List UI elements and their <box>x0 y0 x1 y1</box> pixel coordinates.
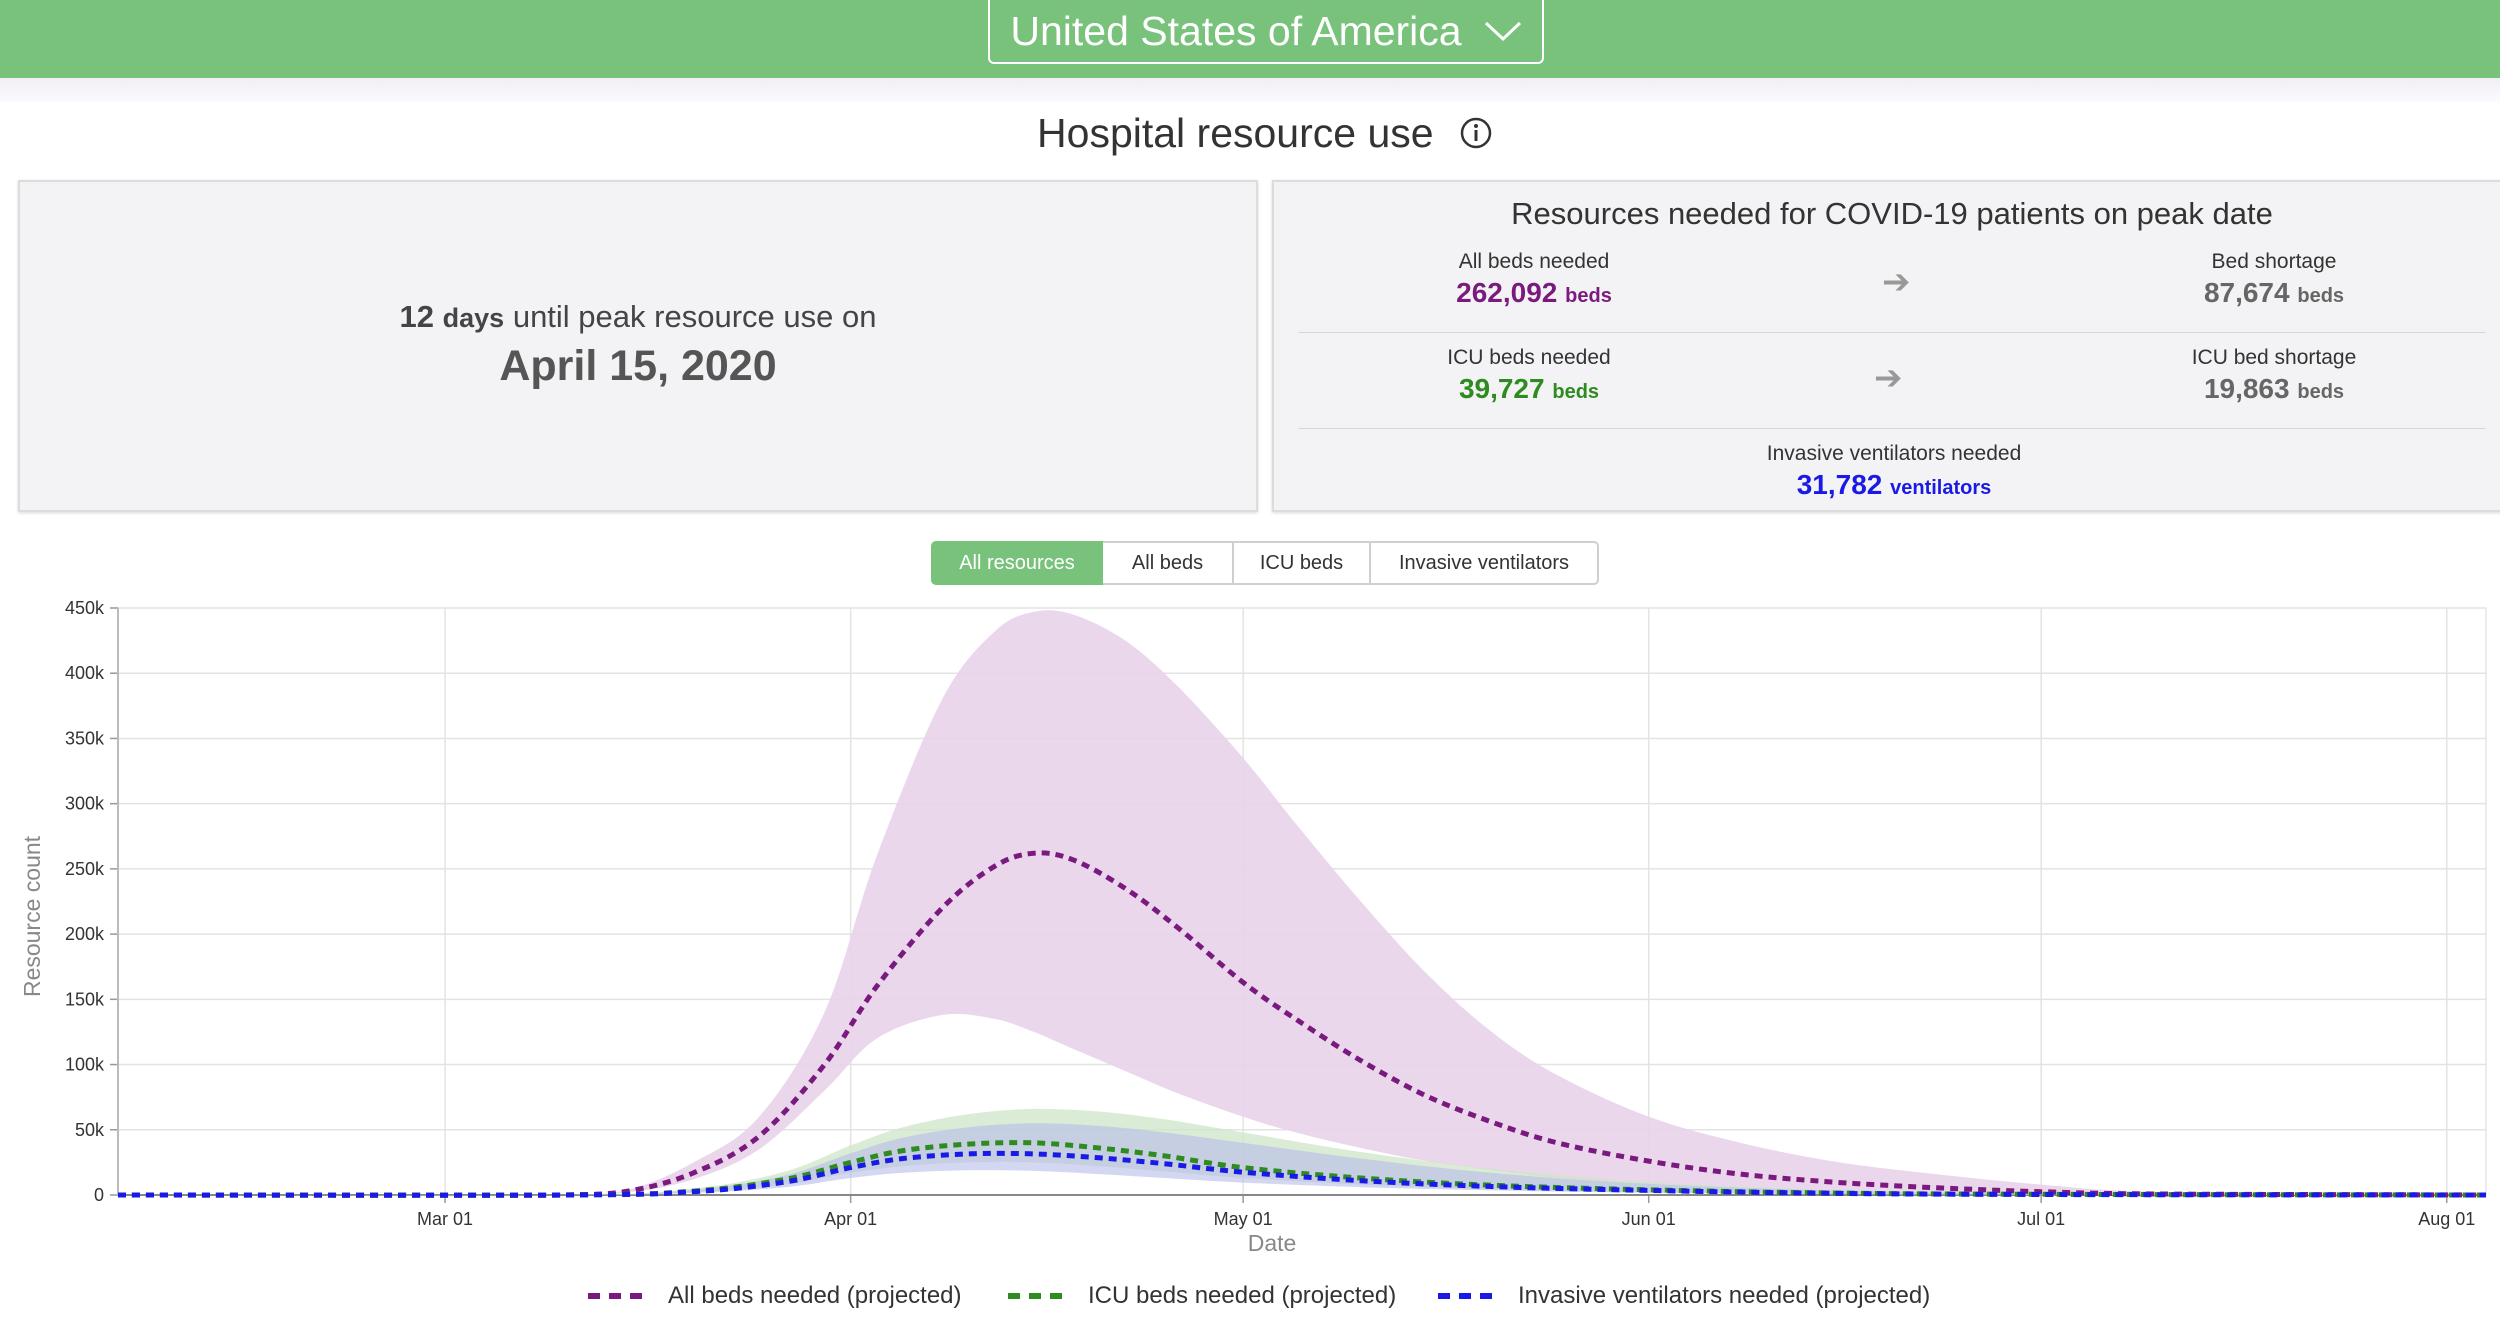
bed-shortage-value-line: 87,674 beds <box>2094 277 2454 309</box>
icu-beds-label: ICU beds needed <box>1447 346 1611 369</box>
legend-label: ICU beds needed (projected) <box>1088 1282 1397 1309</box>
ventilators-needed: Invasive ventilators needed 31,782 venti… <box>1694 442 2094 501</box>
legend-swatch <box>1008 1293 1062 1299</box>
all-beds-value-line: 262,092 beds <box>1354 277 1714 309</box>
resources-divider <box>1298 332 2486 333</box>
header-bar <box>0 0 2500 78</box>
ventilators-value: 31,782 <box>1796 469 1883 500</box>
tab-all-beds[interactable]: All beds <box>1103 541 1234 585</box>
info-icon[interactable] <box>1459 113 1493 160</box>
y-tick-label: 100k <box>65 1055 105 1075</box>
y-tick-label: 200k <box>65 924 105 944</box>
series-line <box>117 1150 2487 1198</box>
legend-swatch <box>1438 1293 1492 1299</box>
legend-label: All beds needed (projected) <box>668 1282 962 1309</box>
icu-shortage-unit: beds <box>2297 381 2345 403</box>
all-beds-value: 262,092 <box>1456 277 1558 308</box>
tab-all-resources[interactable]: All resources <box>931 541 1103 585</box>
legend-item-ventilators[interactable]: Invasive ventilators needed (projected) <box>1438 1282 1930 1310</box>
resource-tabs: All resources All beds ICU beds Invasive… <box>931 541 1599 585</box>
x-tick-label: Jun 01 <box>1622 1209 1676 1229</box>
chart-legend: All beds needed (projected) ICU beds nee… <box>0 1282 2500 1318</box>
x-tick-label: Jul 01 <box>2017 1209 2065 1229</box>
ventilators-value-line: 31,782 ventilators <box>1694 469 2094 501</box>
y-tick-label: 350k <box>65 728 105 748</box>
legend-swatch <box>588 1293 642 1299</box>
x-axis-title: Date <box>1248 1230 1297 1256</box>
icu-bed-shortage: ICU bed shortage 19,863 beds <box>2094 346 2454 405</box>
y-tick-label: 0 <box>94 1185 104 1205</box>
icu-beds-unit: beds <box>1552 381 1600 403</box>
all-beds-label: All beds needed <box>1458 250 1610 273</box>
y-tick-label: 250k <box>65 859 105 879</box>
icu-beds-value: 39,727 <box>1458 373 1545 404</box>
peak-date: April 15, 2020 <box>499 342 777 390</box>
legend-label: Invasive ventilators needed (projected) <box>1518 1282 1931 1309</box>
x-tick-label: May 01 <box>1214 1209 1273 1229</box>
y-tick-label: 450k <box>65 598 105 618</box>
chevron-down-icon <box>1484 21 1521 42</box>
peak-until-text: until peak resource use on <box>512 299 877 334</box>
y-tick-label: 400k <box>65 663 105 683</box>
y-tick-label: 300k <box>65 794 105 814</box>
peak-countdown: 12 days until peak resource use on <box>20 299 1256 335</box>
y-axis-title: Resource count <box>19 835 45 997</box>
icu-beds-needed: ICU beds needed 39,727 beds <box>1349 346 1709 405</box>
peak-days-unit: days <box>442 303 505 333</box>
ventilators-unit: ventilators <box>1890 477 1992 499</box>
icu-shortage-value: 19,863 <box>2203 373 2290 404</box>
resource-chart: 0 50k 100k 150k 200k 250k 300k 350k 400k 450k Mar … <box>19 598 2487 1256</box>
arrow-right-icon: ➔ <box>1874 359 1903 397</box>
all-beds-unit: beds <box>1565 285 1612 307</box>
legend-item-icu-beds[interactable]: ICU beds needed (projected) <box>1008 1282 1396 1310</box>
resources-title: Resources needed for COVID-19 patients o… <box>1511 196 2273 231</box>
page-title-text: Hospital resource use <box>1037 110 1434 156</box>
uncertainty-band <box>118 610 2486 1196</box>
header-shadow <box>0 78 2500 102</box>
x-tick-label: Mar 01 <box>417 1209 473 1229</box>
peak-days-value: 12 <box>399 299 435 334</box>
tab-icu-beds[interactable]: ICU beds <box>1234 541 1371 585</box>
resources-card: Resources needed for COVID-19 patients o… <box>1272 180 2500 512</box>
x-tick-label: Apr 01 <box>824 1209 877 1229</box>
y-tick-label: 150k <box>65 989 105 1009</box>
legend-item-all-beds[interactable]: All beds needed (projected) <box>588 1282 962 1310</box>
icu-beds-value-line: 39,727 beds <box>1349 373 1709 405</box>
bed-shortage-unit: beds <box>2297 285 2345 307</box>
tab-invasive-ventilators[interactable]: Invasive ventilators <box>1371 541 1599 585</box>
country-select[interactable]: United States of America <box>988 0 1544 64</box>
icu-shortage-value-line: 19,863 beds <box>2094 373 2454 405</box>
bed-shortage: Bed shortage 87,674 beds <box>2094 250 2454 309</box>
bed-shortage-label: Bed shortage <box>2211 250 2337 273</box>
icu-shortage-label: ICU bed shortage <box>2191 346 2357 369</box>
ventilators-label: Invasive ventilators needed <box>1766 442 2022 465</box>
all-beds-needed: All beds needed 262,092 beds <box>1354 250 1714 309</box>
uncertainty-band <box>118 1123 2486 1196</box>
resources-divider <box>1298 428 2486 429</box>
arrow-right-icon: ➔ <box>1882 263 1911 301</box>
page-title: Hospital resource use <box>0 110 2500 160</box>
x-tick-label: Aug 01 <box>2418 1209 2475 1229</box>
country-select-label: United States of America <box>1010 7 1462 54</box>
peak-date-card: 12 days until peak resource use on April… <box>18 180 1258 512</box>
y-tick-label: 50k <box>75 1120 105 1140</box>
bed-shortage-value: 87,674 <box>2203 277 2290 308</box>
series-line <box>118 850 2487 1198</box>
